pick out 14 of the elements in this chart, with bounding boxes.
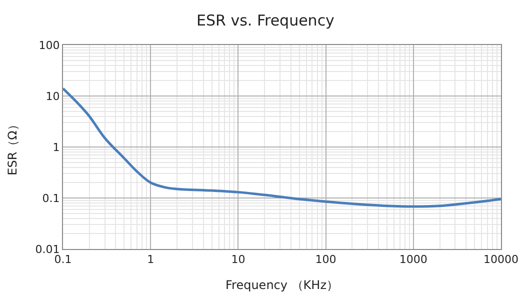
chart-title: ESR vs. Frequency bbox=[196, 12, 335, 30]
y-tick-label: 10 bbox=[46, 90, 60, 103]
y-tick-label: 100 bbox=[38, 38, 60, 52]
y-tick-label: 0.1 bbox=[42, 192, 60, 205]
x-tick-label: 10 bbox=[231, 253, 246, 266]
y-tick-label: 0.01 bbox=[35, 242, 60, 256]
x-tick-label: 1 bbox=[147, 253, 154, 266]
x-tick-label: 1000 bbox=[399, 253, 428, 266]
x-axis-title: Frequency （KHz） bbox=[226, 278, 338, 292]
x-tick-label: 100 bbox=[315, 253, 336, 266]
y-tick-label: 1 bbox=[52, 140, 60, 154]
x-tick-label: 0.1 bbox=[54, 253, 72, 266]
x-tick-label: 10000 bbox=[484, 253, 518, 266]
y-axis-title: ESR（Ω） bbox=[6, 118, 20, 176]
